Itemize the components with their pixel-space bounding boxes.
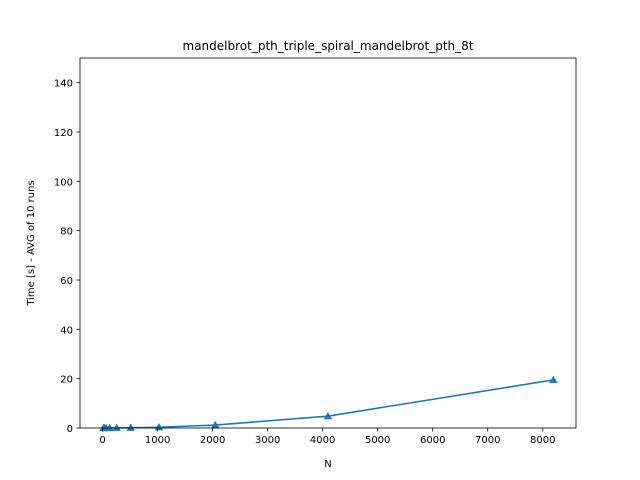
y-tick-label: 80	[60, 227, 73, 238]
chart-title: mandelbrot_pth_triple_spiral_mandelbrot_…	[183, 39, 474, 53]
data-point-marker	[549, 375, 558, 384]
data-point-marker	[126, 423, 135, 431]
y-tick-label: 60	[60, 276, 73, 287]
y-tick-label: 40	[60, 325, 73, 336]
x-tick-label: 7000	[475, 435, 500, 446]
y-tick-label: 20	[60, 375, 73, 386]
x-tick-label: 3000	[255, 435, 280, 446]
y-tick-label: 0	[67, 424, 73, 435]
data-point-marker	[323, 411, 333, 420]
y-tick-label: 100	[54, 177, 73, 188]
plot-frame	[79, 57, 577, 429]
x-tick-label: 0	[99, 435, 105, 446]
x-axis-label: N	[324, 459, 331, 470]
y-tick-label: 140	[54, 79, 73, 90]
x-tick-label: 1000	[145, 435, 170, 446]
x-tick-label: 4000	[310, 435, 335, 446]
data-point-marker	[211, 420, 220, 429]
x-tick-label: 8000	[530, 435, 555, 446]
data-point-marker	[105, 423, 114, 432]
y-axis-label: Time [s] - AVG of 10 runs	[26, 180, 37, 306]
x-tick-label: 6000	[420, 435, 445, 446]
x-tick-label: 2000	[200, 435, 225, 446]
data-point-marker	[112, 423, 121, 432]
y-tick-label: 120	[54, 128, 73, 139]
data-point-marker	[154, 423, 164, 431]
x-tick-label: 5000	[365, 435, 390, 446]
